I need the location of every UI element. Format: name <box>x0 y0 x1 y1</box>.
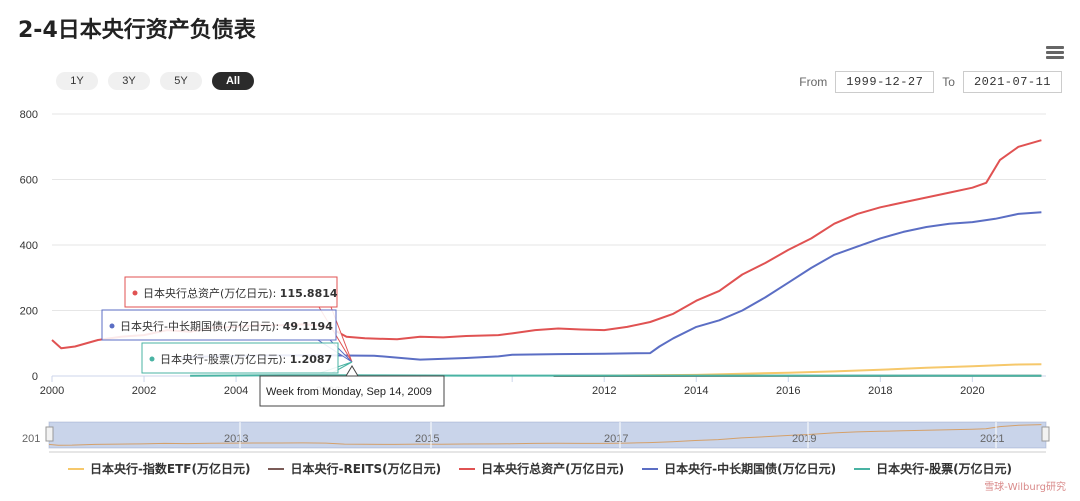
tooltip-box <box>101 309 337 341</box>
x-tick-label: 2020 <box>960 385 984 397</box>
navigator-selection[interactable] <box>49 422 1046 448</box>
page-title: 2-4日本央行资产负债表 <box>18 18 256 43</box>
navigator-tick-label: 2017 <box>604 433 628 445</box>
tooltip-dot <box>132 290 138 296</box>
legend-label: 日本央行总资产(万亿日元) <box>481 462 625 476</box>
navigator-line <box>48 424 1042 446</box>
tooltip-box <box>141 342 339 374</box>
tooltip-header-box <box>259 375 445 407</box>
x-tick-label: 2014 <box>684 385 708 397</box>
y-tick-label: 200 <box>20 306 38 318</box>
to-date-input[interactable]: 2021-07-11 <box>962 71 1062 93</box>
legend-swatch <box>854 467 871 470</box>
x-tick-label: 2004 <box>224 385 248 397</box>
legend-label: 日本央行-指数ETF(万亿日元) <box>89 462 251 476</box>
legend-item[interactable]: 日本央行-指数ETF(万亿日元) <box>67 460 251 477</box>
x-tick-label: 2018 <box>868 385 892 397</box>
to-label: To <box>942 75 955 89</box>
y-tick-label: 0 <box>32 371 38 383</box>
hamburger-menu-icon[interactable] <box>1046 46 1064 60</box>
range-button-3y[interactable]: 3Y <box>108 72 150 90</box>
x-tick-label: 2000 <box>40 385 64 397</box>
navigator-tick-label: 2013 <box>224 433 248 445</box>
x-tick-label: 2002 <box>132 385 156 397</box>
legend-item[interactable]: 日本央行-中长期国债(万亿日元) <box>642 460 836 477</box>
navigator-tick-label: 2019 <box>792 433 816 445</box>
legend-swatch <box>268 467 285 470</box>
chart-legend: 日本央行-指数ETF(万亿日元) 日本央行-REITS(万亿日元) 日本央行总资产(… <box>0 460 1080 477</box>
legend-item[interactable]: 日本央行-股票(万亿日元) <box>854 460 1012 477</box>
navigator-tick-label: 201 <box>22 433 40 445</box>
legend-item[interactable]: 日本央行总资产(万亿日元) <box>459 460 624 477</box>
tooltip-label: 日本央行-股票(万亿日元): 1.2087 <box>160 352 332 366</box>
series-line <box>180 211 1042 361</box>
tooltip-dot <box>149 356 155 362</box>
legend-swatch <box>459 467 476 470</box>
range-button-5y[interactable]: 5Y <box>160 72 202 90</box>
navigator-handle-left[interactable] <box>45 426 54 442</box>
navigator-handle-right[interactable] <box>1041 426 1050 442</box>
navigator-tick-label: 2015 <box>415 433 439 445</box>
from-label: From <box>799 75 828 89</box>
tooltip-header-pointer <box>345 365 359 377</box>
watermark: 雪球-Wilburg研究 <box>984 482 1066 493</box>
date-range: From 1999-12-27 To 2021-07-11 <box>799 71 1062 93</box>
legend-label: 日本央行-中长期国债(万亿日元) <box>664 462 837 476</box>
y-tick-label: 800 <box>20 109 38 121</box>
x-tick-label: 2016 <box>776 385 800 397</box>
legend-label: 日本央行-REITS(万亿日元) <box>290 462 442 476</box>
legend-swatch <box>642 467 659 470</box>
series-line <box>553 363 1042 377</box>
legend-swatch <box>67 467 84 470</box>
range-selector: 1Y 3Y 5Y All <box>56 72 254 90</box>
legend-item[interactable]: 日本央行-REITS(万亿日元) <box>268 460 441 477</box>
range-button-1y[interactable]: 1Y <box>56 72 98 90</box>
tooltip-header: Week from Monday, Sep 14, 2009 <box>266 386 432 398</box>
tooltip-label: 日本央行-中长期国债(万亿日元): 49.1194 <box>120 319 333 333</box>
x-tick-label: 2012 <box>592 385 616 397</box>
tooltip-dot <box>109 323 115 329</box>
navigator-tick-label: 2021 <box>980 433 1004 445</box>
legend-label: 日本央行-股票(万亿日元) <box>876 462 1013 476</box>
from-date-input[interactable]: 1999-12-27 <box>835 71 935 93</box>
tooltip-box <box>124 276 338 308</box>
y-tick-label: 600 <box>20 175 38 187</box>
range-button-all[interactable]: All <box>212 72 254 90</box>
tooltip-label: 日本央行总资产(万亿日元): 115.8814 <box>143 286 338 300</box>
series-line <box>190 374 1042 377</box>
y-tick-label: 400 <box>20 240 38 252</box>
